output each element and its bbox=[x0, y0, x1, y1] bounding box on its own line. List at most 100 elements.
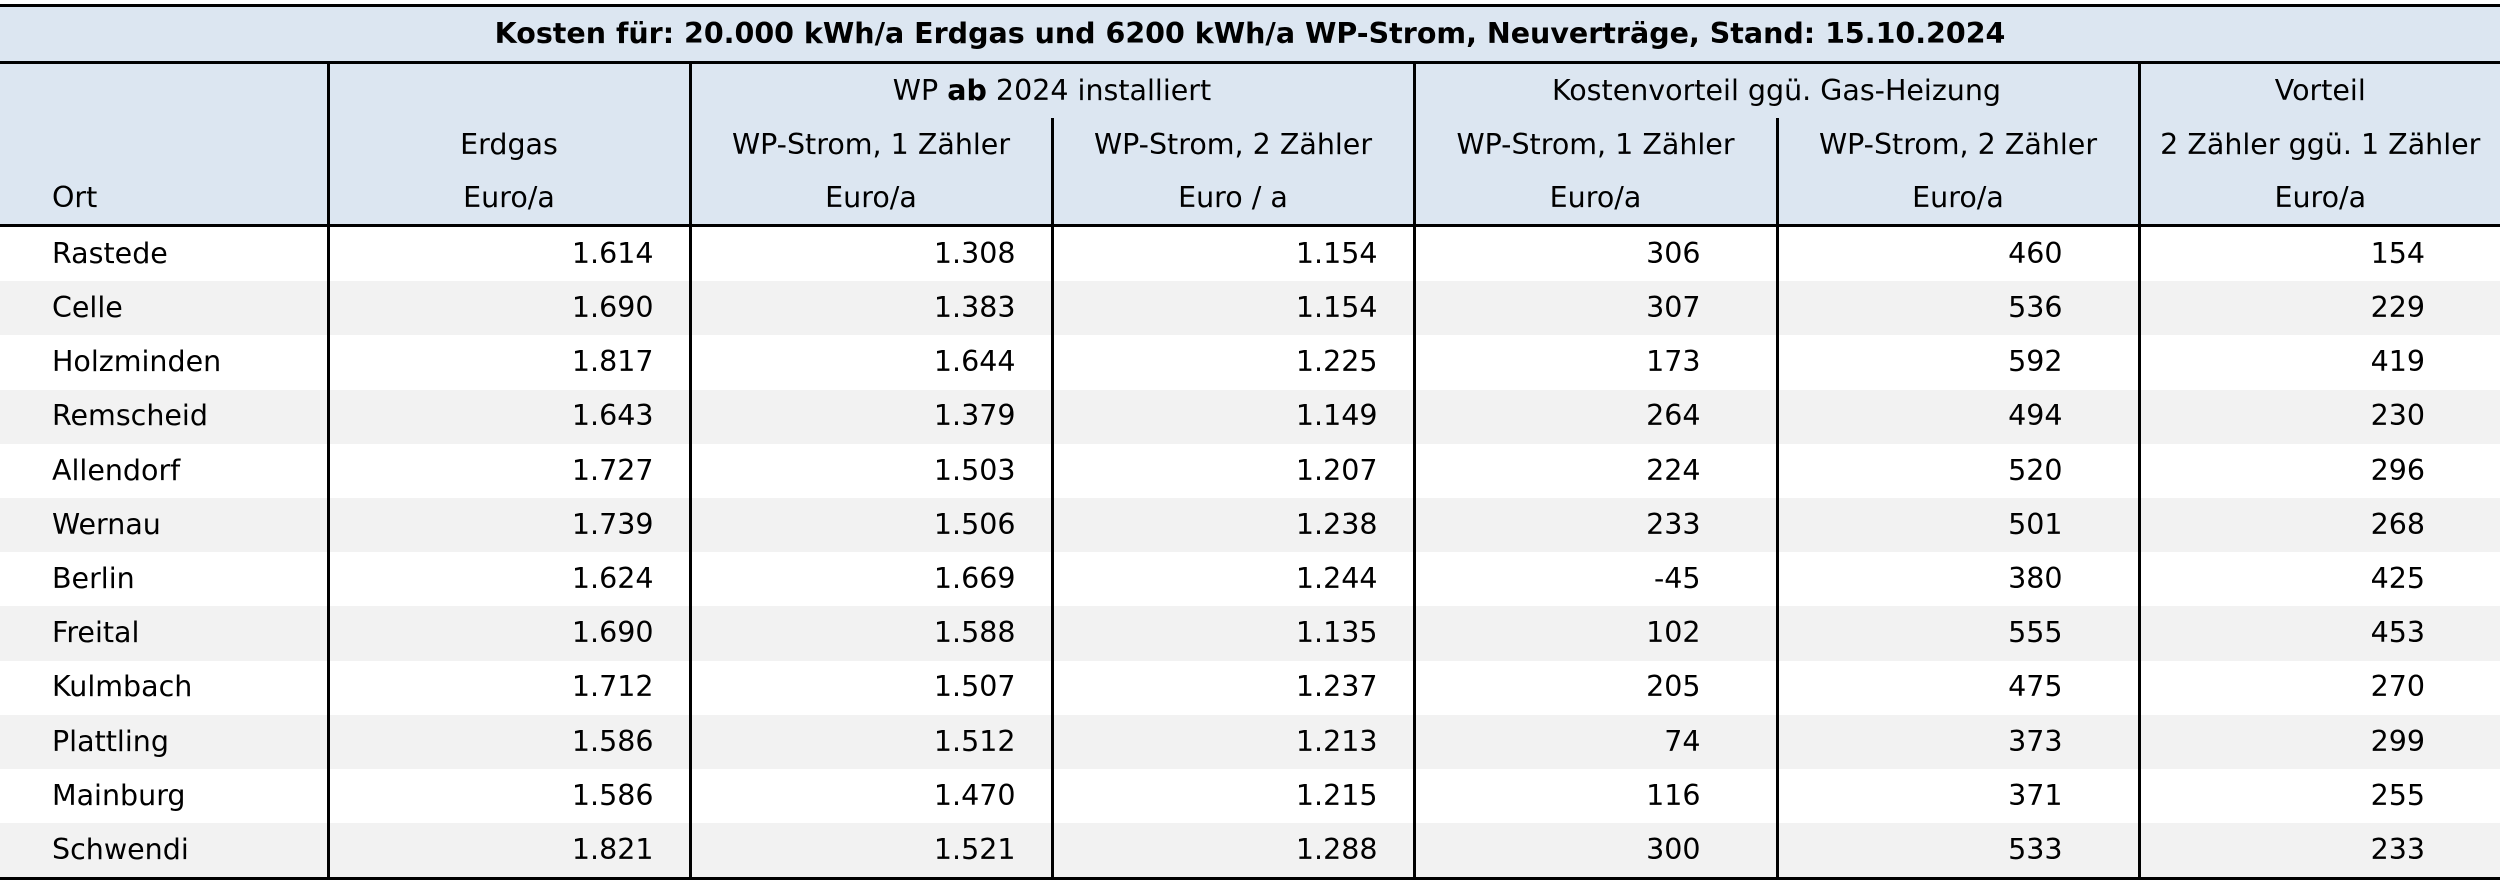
cell-erdgas: 1.727 bbox=[326, 443, 690, 498]
table-title: Kosten für: 20.000 kWh/a Erdgas und 6200… bbox=[0, 4, 2500, 64]
unit-label-erdgas: Euro/a bbox=[326, 172, 690, 227]
cell-wp-1-zaehler: 1.644 bbox=[688, 335, 1052, 390]
cell-wp-2-zaehler: 1.135 bbox=[1050, 606, 1414, 661]
cell-wp-2-zaehler: 1.288 bbox=[1050, 823, 1414, 880]
column-header-erdgas: Erdgas bbox=[326, 118, 690, 172]
table-row: Kulmbach 1.712 1.507 1.237 205 475 270 bbox=[0, 660, 2500, 715]
cell-wp-1-zaehler: 1.506 bbox=[688, 497, 1052, 553]
table-row: Remscheid 1.643 1.379 1.149 264 494 230 bbox=[0, 389, 2500, 444]
cell-erdgas: 1.586 bbox=[326, 714, 690, 769]
group-header-vorteil: Vorteil bbox=[2137, 62, 2500, 118]
cell-kosten-1-zaehler: 102 bbox=[1412, 606, 1777, 661]
cell-wp-1-zaehler: 1.669 bbox=[688, 552, 1052, 607]
cell-ort: Schwendi bbox=[0, 823, 328, 880]
cell-kosten-2-zaehler: 533 bbox=[1775, 823, 2139, 880]
cell-kosten-2-zaehler: 371 bbox=[1775, 768, 2139, 824]
cell-ort: Celle bbox=[0, 281, 328, 336]
cell-wp-1-zaehler: 1.512 bbox=[688, 714, 1052, 769]
cell-vorteil: 299 bbox=[2137, 714, 2500, 769]
table-row: Freital 1.690 1.588 1.135 102 555 453 bbox=[0, 606, 2500, 661]
header-blank-cell bbox=[0, 62, 328, 118]
unit-label-wp-1-zaehler: Euro/a bbox=[688, 172, 1052, 227]
cell-kosten-1-zaehler: -45 bbox=[1412, 552, 1777, 607]
unit-label-vorteil: Euro/a bbox=[2137, 172, 2500, 227]
cell-wp-1-zaehler: 1.470 bbox=[688, 768, 1052, 824]
cell-ort: Allendorf bbox=[0, 443, 328, 498]
table-row: Holzminden 1.817 1.644 1.225 173 592 419 bbox=[0, 335, 2500, 390]
column-header-wp-1-zaehler: WP-Strom, 1 Zähler bbox=[688, 118, 1052, 172]
cell-wp-2-zaehler: 1.154 bbox=[1050, 225, 1414, 282]
column-header-vorteil: 2 Zähler ggü. 1 Zähler bbox=[2137, 118, 2500, 172]
cell-vorteil: 425 bbox=[2137, 552, 2500, 607]
cell-kosten-2-zaehler: 494 bbox=[1775, 389, 2139, 444]
cell-wp-1-zaehler: 1.308 bbox=[688, 225, 1052, 282]
cell-kosten-1-zaehler: 116 bbox=[1412, 768, 1777, 824]
cell-wp-2-zaehler: 1.225 bbox=[1050, 335, 1414, 390]
cell-kosten-2-zaehler: 555 bbox=[1775, 606, 2139, 661]
cell-vorteil: 270 bbox=[2137, 660, 2500, 715]
group-header-kostenvorteil: Kostenvorteil ggü. Gas-Heizung bbox=[1412, 62, 2139, 118]
cell-ort: Rastede bbox=[0, 225, 328, 282]
cell-wp-1-zaehler: 1.588 bbox=[688, 606, 1052, 661]
header-blank-cell bbox=[0, 118, 328, 172]
cell-kosten-2-zaehler: 475 bbox=[1775, 660, 2139, 715]
header-row-groups: WP ab 2024 installiert Kostenvorteil ggü… bbox=[0, 62, 2500, 118]
table-row: Mainburg 1.586 1.470 1.215 116 371 255 bbox=[0, 768, 2500, 824]
cell-wp-2-zaehler: 1.237 bbox=[1050, 660, 1414, 715]
cell-ort: Freital bbox=[0, 606, 328, 661]
cell-ort: Kulmbach bbox=[0, 660, 328, 715]
table-row: Rastede 1.614 1.308 1.154 306 460 154 bbox=[0, 225, 2500, 282]
cell-erdgas: 1.624 bbox=[326, 552, 690, 607]
cell-erdgas: 1.690 bbox=[326, 606, 690, 661]
table-row: Allendorf 1.727 1.503 1.207 224 520 296 bbox=[0, 443, 2500, 498]
cell-kosten-1-zaehler: 306 bbox=[1412, 225, 1777, 282]
cell-vorteil: 230 bbox=[2137, 389, 2500, 444]
cell-erdgas: 1.712 bbox=[326, 660, 690, 715]
cell-wp-1-zaehler: 1.379 bbox=[688, 389, 1052, 444]
cell-wp-2-zaehler: 1.154 bbox=[1050, 281, 1414, 336]
cell-wp-1-zaehler: 1.503 bbox=[688, 443, 1052, 498]
cell-kosten-2-zaehler: 373 bbox=[1775, 714, 2139, 769]
cell-wp-1-zaehler: 1.521 bbox=[688, 823, 1052, 880]
cell-erdgas: 1.614 bbox=[326, 225, 690, 282]
cost-table: Kosten für: 20.000 kWh/a Erdgas und 6200… bbox=[0, 4, 2500, 880]
cell-kosten-2-zaehler: 520 bbox=[1775, 443, 2139, 498]
cell-kosten-2-zaehler: 501 bbox=[1775, 497, 2139, 553]
unit-label-kosten-2-zaehler: Euro/a bbox=[1775, 172, 2139, 227]
cell-wp-2-zaehler: 1.244 bbox=[1050, 552, 1414, 607]
cell-ort: Plattling bbox=[0, 714, 328, 769]
cell-kosten-1-zaehler: 300 bbox=[1412, 823, 1777, 880]
cell-kosten-1-zaehler: 205 bbox=[1412, 660, 1777, 715]
cell-kosten-1-zaehler: 74 bbox=[1412, 714, 1777, 769]
cell-wp-2-zaehler: 1.215 bbox=[1050, 768, 1414, 824]
cell-wp-2-zaehler: 1.207 bbox=[1050, 443, 1414, 498]
cell-wp-2-zaehler: 1.149 bbox=[1050, 389, 1414, 444]
cell-vorteil: 268 bbox=[2137, 497, 2500, 553]
cell-erdgas: 1.643 bbox=[326, 389, 690, 444]
table-row: Berlin 1.624 1.669 1.244 -45 380 425 bbox=[0, 552, 2500, 607]
column-header-ort: Ort bbox=[0, 172, 328, 227]
unit-label-kosten-1-zaehler: Euro/a bbox=[1412, 172, 1777, 227]
column-header-wp-2-zaehler: WP-Strom, 2 Zähler bbox=[1050, 118, 1414, 172]
header-row-units: Ort Euro/a Euro/a Euro / a Euro/a Euro/a… bbox=[0, 172, 2500, 227]
group-header-wp-prefix: WP bbox=[892, 73, 948, 107]
cell-vorteil: 255 bbox=[2137, 768, 2500, 824]
cell-kosten-2-zaehler: 592 bbox=[1775, 335, 2139, 390]
cell-wp-2-zaehler: 1.213 bbox=[1050, 714, 1414, 769]
cell-vorteil: 419 bbox=[2137, 335, 2500, 390]
table-body: Rastede 1.614 1.308 1.154 306 460 154 Ce… bbox=[0, 225, 2500, 880]
cell-ort: Remscheid bbox=[0, 389, 328, 444]
cell-vorteil: 154 bbox=[2137, 225, 2500, 282]
cell-vorteil: 233 bbox=[2137, 823, 2500, 880]
table-row: Schwendi 1.821 1.521 1.288 300 533 233 bbox=[0, 823, 2500, 880]
cell-kosten-1-zaehler: 173 bbox=[1412, 335, 1777, 390]
cell-erdgas: 1.817 bbox=[326, 335, 690, 390]
cell-vorteil: 229 bbox=[2137, 281, 2500, 336]
column-header-kosten-2-zaehler: WP-Strom, 2 Zähler bbox=[1775, 118, 2139, 172]
cell-ort: Mainburg bbox=[0, 768, 328, 824]
unit-label-wp-2-zaehler: Euro / a bbox=[1050, 172, 1414, 227]
header-blank-cell bbox=[326, 62, 690, 118]
group-header-wp-suffix: 2024 installiert bbox=[986, 73, 1212, 107]
cell-kosten-1-zaehler: 224 bbox=[1412, 443, 1777, 498]
